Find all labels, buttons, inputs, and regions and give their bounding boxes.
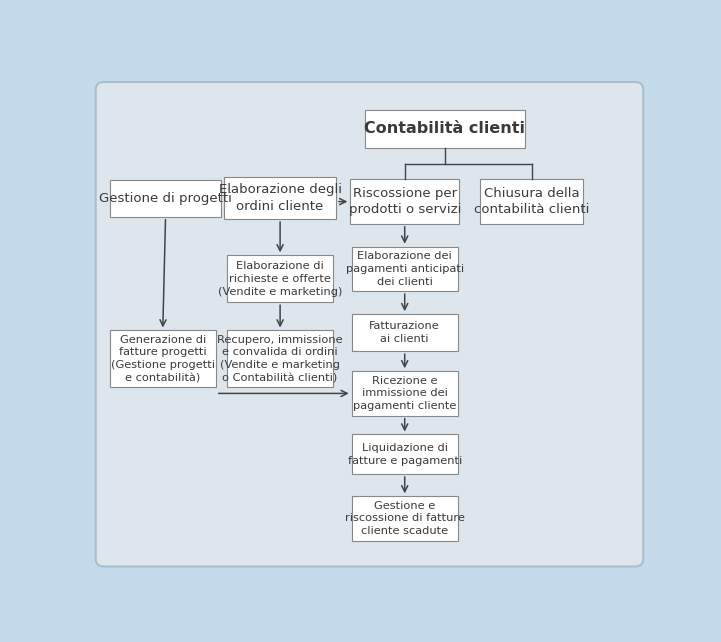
FancyBboxPatch shape	[480, 179, 583, 224]
FancyBboxPatch shape	[110, 331, 216, 387]
FancyBboxPatch shape	[352, 314, 458, 351]
Text: Recupero, immissione
e convalida di ordini
(Vendite e marketing
o Contabilità cl: Recupero, immissione e convalida di ordi…	[217, 334, 343, 383]
Text: Elaborazione degli
ordini cliente: Elaborazione degli ordini cliente	[218, 184, 342, 213]
FancyBboxPatch shape	[110, 180, 221, 217]
FancyBboxPatch shape	[352, 247, 458, 291]
Text: Elaborazione di
richieste e offerte
(Vendite e marketing): Elaborazione di richieste e offerte (Ven…	[218, 261, 342, 297]
Text: Gestione e
riscossione di fatture
cliente scadute: Gestione e riscossione di fatture client…	[345, 501, 464, 536]
Text: Generazione di
fatture progetti
(Gestione progetti
e contabilità): Generazione di fatture progetti (Gestion…	[111, 334, 215, 383]
Text: Fatturazione
ai clienti: Fatturazione ai clienti	[369, 321, 440, 344]
Text: Ricezione e
immissione dei
pagamenti cliente: Ricezione e immissione dei pagamenti cli…	[353, 376, 456, 412]
FancyBboxPatch shape	[350, 179, 459, 224]
FancyBboxPatch shape	[366, 110, 525, 148]
Text: Contabilità clienti: Contabilità clienti	[364, 121, 526, 137]
Text: Gestione di progetti: Gestione di progetti	[99, 192, 232, 205]
Text: Riscossione per
prodotti o servizi: Riscossione per prodotti o servizi	[348, 187, 461, 216]
Text: Liquidazione di
fatture e pagamenti: Liquidazione di fatture e pagamenti	[348, 443, 462, 465]
Text: Elaborazione dei
pagamenti anticipati
dei clienti: Elaborazione dei pagamenti anticipati de…	[345, 251, 464, 286]
FancyBboxPatch shape	[352, 435, 458, 474]
FancyBboxPatch shape	[96, 82, 643, 566]
FancyBboxPatch shape	[224, 177, 336, 219]
FancyBboxPatch shape	[352, 496, 458, 541]
FancyBboxPatch shape	[352, 371, 458, 415]
FancyBboxPatch shape	[227, 256, 333, 302]
FancyBboxPatch shape	[227, 331, 333, 387]
Text: Chiusura della
contabilità clienti: Chiusura della contabilità clienti	[474, 187, 589, 216]
